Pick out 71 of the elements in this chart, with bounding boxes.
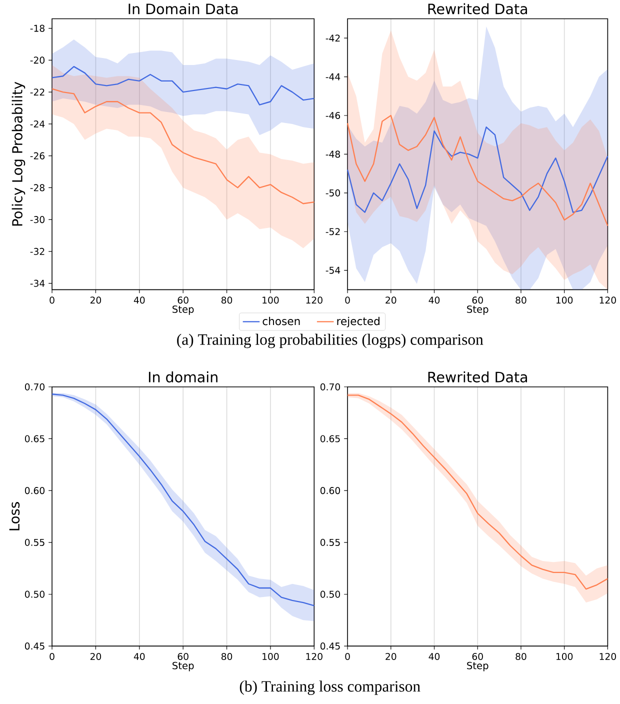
x-axis-title: Step: [467, 305, 488, 315]
x-tick-label: 60: [178, 652, 188, 660]
x-tick-label: 120: [600, 652, 616, 660]
legend-label: rejected: [337, 316, 380, 328]
x-tick-label: 60: [472, 296, 483, 304]
y-tick-label: 0.55: [320, 538, 340, 546]
x-tick-label: 120: [306, 296, 322, 304]
y-tick-label: 0.45: [320, 642, 340, 650]
x-tick-label: 60: [178, 296, 188, 304]
y-tick-label: -34: [30, 280, 45, 287]
line-series: [52, 88, 315, 204]
y-tick-label: -44: [326, 73, 340, 80]
y-tick-label: 0.55: [25, 538, 44, 546]
x-axis-title: Step: [172, 662, 194, 672]
x-tick-label: 20: [90, 296, 102, 304]
x-tick-label: 20: [386, 652, 396, 660]
y-tick-label: -52: [326, 228, 340, 236]
y-tick-label: -22: [30, 88, 44, 96]
chart-title: Rewrited Data: [428, 3, 528, 14]
y-tick-label: -26: [30, 152, 45, 160]
x-tick-label: 100: [556, 652, 573, 660]
y-tick-label: -54: [326, 266, 340, 274]
x-tick-label: 0: [345, 296, 350, 304]
chart-title: Rewrited Data: [428, 371, 528, 382]
text: (a) Training log probabilities (logps) comparison: [177, 334, 484, 348]
x-tick-label: 40: [134, 296, 145, 304]
chart-title: In Domain Data: [128, 3, 238, 14]
x-tick-label: 100: [262, 652, 279, 660]
y-tick-label: -20: [30, 56, 45, 64]
y-axis-title: Policy Log Probability: [12, 82, 26, 226]
y-tick-label: -46: [326, 112, 340, 120]
x-tick-label: 0: [345, 652, 350, 660]
x-tick-label: 80: [222, 652, 232, 660]
y-tick-label: -48: [326, 150, 340, 158]
x-tick-label: 20: [386, 296, 396, 304]
x-tick-label: 0: [50, 296, 54, 304]
y-tick-label: -28: [30, 184, 45, 192]
x-axis-title: Step: [467, 662, 488, 672]
y-tick-label: -18: [30, 24, 45, 32]
y-tick-label: 0.50: [320, 590, 340, 598]
y-tick-label: 0.60: [25, 487, 45, 494]
x-tick-label: 80: [222, 296, 232, 304]
legend-label: chosen: [262, 316, 300, 326]
x-tick-label: 100: [556, 296, 573, 304]
y-tick-label: -50: [326, 189, 340, 196]
x-tick-label: 40: [134, 652, 145, 660]
y-tick-label: 0.70: [320, 383, 340, 390]
x-tick-label: 40: [428, 652, 440, 660]
y-tick-label: -32: [30, 248, 44, 255]
y-tick-label: -30: [30, 216, 45, 224]
y-tick-label: 0.50: [25, 590, 45, 598]
y-tick-label: 0.70: [25, 383, 45, 390]
y-tick-label: 0.65: [25, 435, 44, 442]
x-tick-label: 100: [262, 296, 279, 304]
x-tick-label: 120: [600, 296, 616, 304]
x-tick-label: 0: [50, 652, 54, 660]
y-tick-label: -24: [30, 120, 45, 128]
y-tick-label: 0.65: [320, 435, 340, 442]
x-axis-title: Step: [172, 305, 194, 315]
x-tick-label: 80: [516, 296, 526, 304]
y-tick-label: 0.60: [320, 487, 340, 494]
y-tick-label: -42: [326, 34, 340, 42]
text: (b) Training loss comparison: [240, 680, 420, 695]
x-tick-label: 80: [516, 652, 526, 660]
x-tick-label: 40: [428, 296, 440, 304]
chart-title: In domain: [149, 371, 218, 382]
y-tick-label: 0.45: [25, 642, 44, 650]
x-tick-label: 120: [306, 652, 322, 660]
x-tick-label: 60: [472, 652, 483, 660]
y-axis-title: Loss: [9, 502, 20, 530]
x-tick-label: 20: [90, 652, 102, 660]
